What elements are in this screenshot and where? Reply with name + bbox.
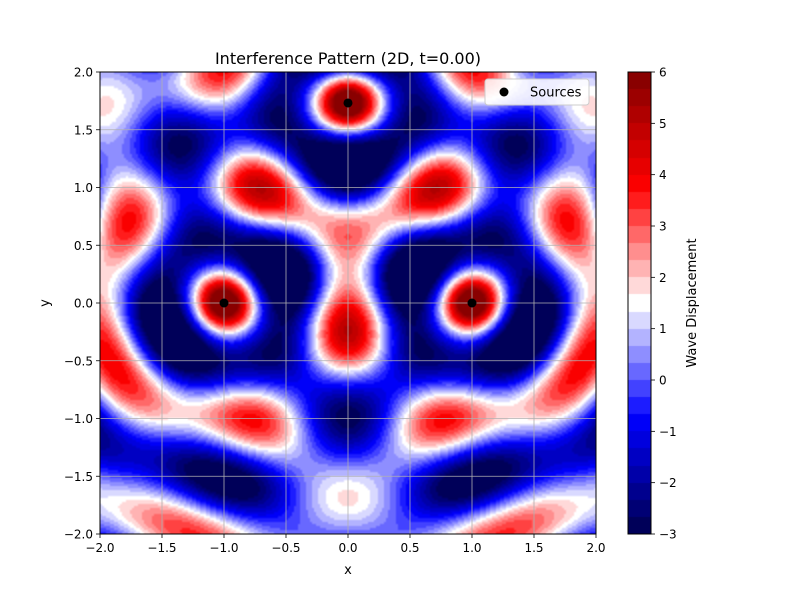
- x-axis: −2.0 −1.5 −1.0 −0.5 0.0 0.5 1.0 1.5 2.0: [85, 534, 606, 555]
- colorbar-tick-label: 5: [659, 117, 667, 131]
- x-tick-label: 1.0: [462, 541, 481, 555]
- source-point: [467, 298, 477, 308]
- y-tick-label: −1.5: [64, 470, 93, 484]
- colorbar: −3 −2 −1 0 1 2 3 4 5 6 Wave Displacement: [627, 66, 700, 542]
- colorbar-tick-label: −3: [659, 528, 677, 542]
- y-axis: −2.0 −1.5 −1.0 −0.5 0.0 0.5 1.0 1.5 2.0: [64, 66, 100, 542]
- x-axis-label: x: [344, 563, 352, 578]
- colorbar-tick-label: −2: [659, 476, 677, 490]
- source-point: [219, 298, 229, 308]
- y-tick-label: 0.0: [74, 297, 93, 311]
- plot-area: [99, 71, 597, 535]
- x-tick-label: −1.0: [209, 541, 238, 555]
- colorbar-image: [628, 72, 651, 534]
- chart-title: Interference Pattern (2D, t=0.00): [215, 49, 481, 68]
- y-tick-label: −2.0: [64, 528, 93, 542]
- x-tick-label: 0.5: [400, 541, 419, 555]
- colorbar-tick-label: 3: [659, 220, 667, 234]
- x-tick-label: 1.5: [524, 541, 543, 555]
- legend-marker: [499, 87, 509, 97]
- x-tick-label: −0.5: [271, 541, 300, 555]
- y-tick-label: 1.0: [74, 181, 93, 195]
- x-tick-label: −2.0: [85, 541, 114, 555]
- colorbar-tick-label: 4: [659, 168, 667, 182]
- source-point: [343, 98, 353, 108]
- y-tick-label: −1.0: [64, 412, 93, 426]
- x-tick-label: −1.5: [147, 541, 176, 555]
- source-markers: [219, 98, 477, 308]
- legend-label-sources: Sources: [530, 86, 582, 101]
- y-tick-label: −0.5: [64, 354, 93, 368]
- legend: Sources: [484, 78, 590, 106]
- colorbar-tick-label: 1: [659, 322, 667, 336]
- y-tick-label: 2.0: [74, 66, 93, 80]
- colorbar-tick-label: 2: [659, 271, 667, 285]
- colorbar-tick-label: −1: [659, 425, 677, 439]
- x-tick-label: 0.0: [338, 541, 357, 555]
- x-tick-label: 2.0: [586, 541, 605, 555]
- colorbar-tick-label: 6: [659, 66, 667, 80]
- colorbar-ticks: −3 −2 −1 0 1 2 3 4 5 6: [651, 66, 677, 542]
- colorbar-label: Wave Displacement: [685, 238, 700, 367]
- colorbar-frame: [627, 71, 652, 535]
- grid-lines: [100, 72, 596, 534]
- legend-box: [484, 78, 590, 106]
- y-tick-label: 1.5: [74, 123, 93, 137]
- y-axis-label: y: [38, 299, 53, 307]
- colorbar-tick-label: 0: [659, 374, 667, 388]
- y-tick-label: 0.5: [74, 239, 93, 253]
